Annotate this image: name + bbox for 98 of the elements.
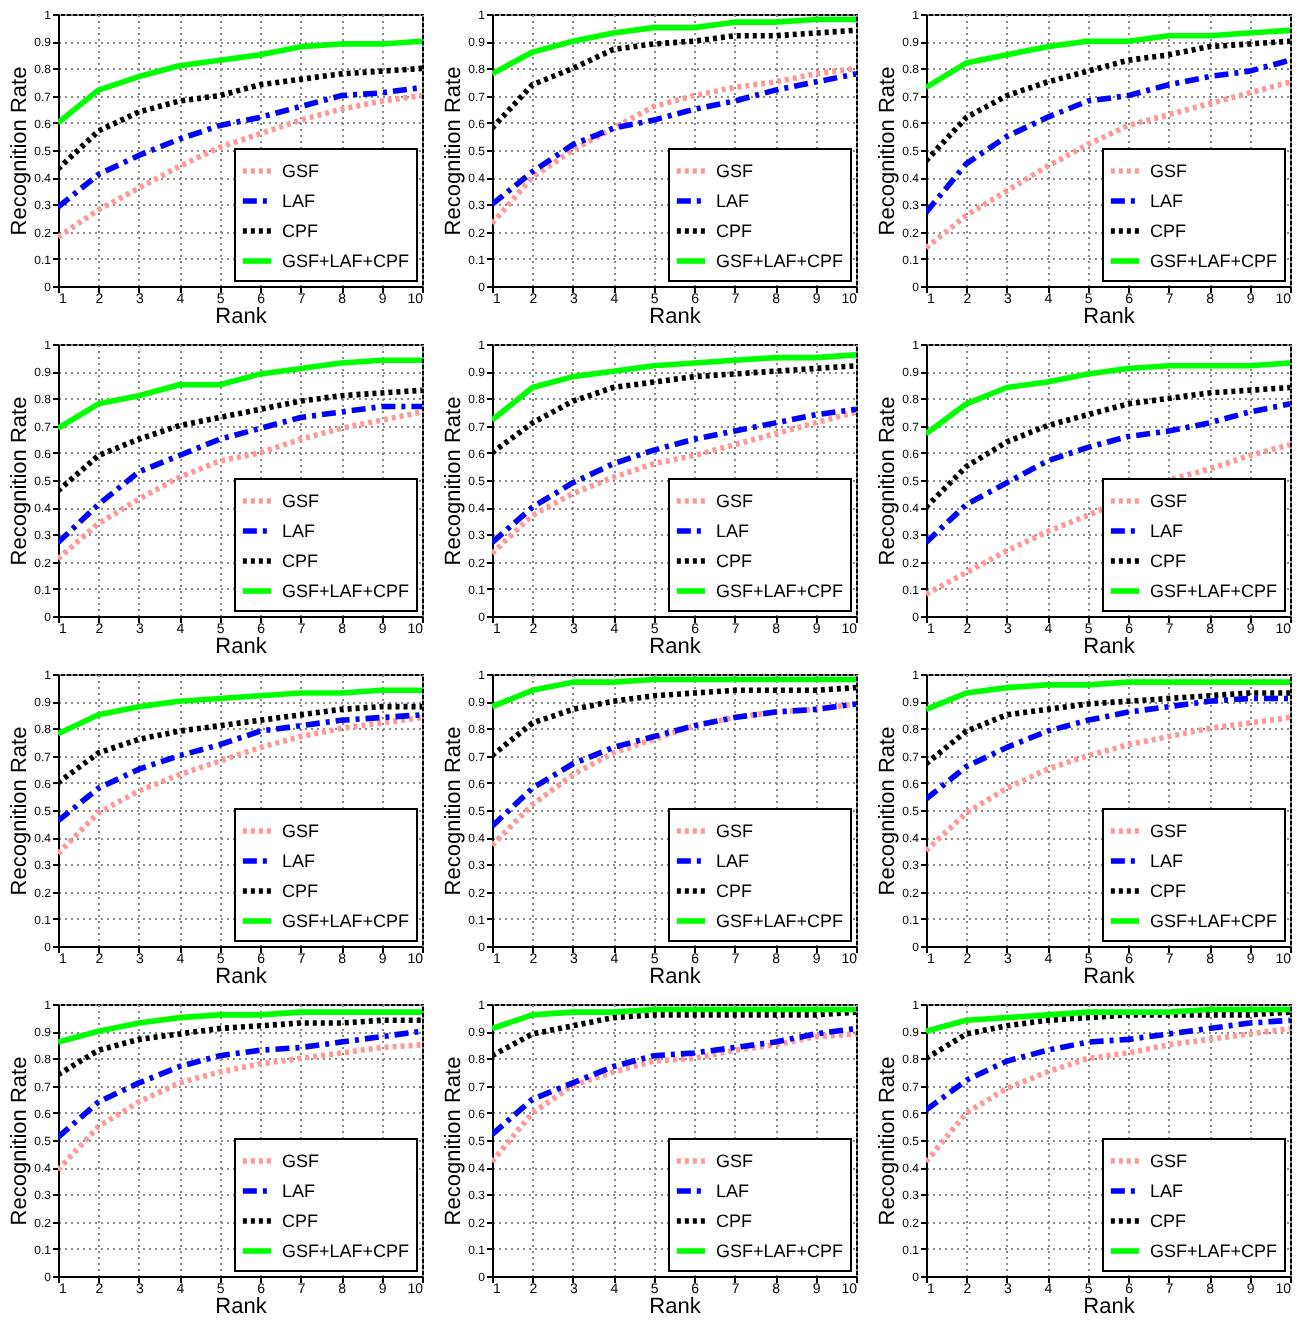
legend-label: GSF [716,821,755,841]
y-axis-title: Recognition Rate [442,726,467,896]
line-series [58,84,422,210]
line-series [926,27,1290,91]
legend-label: LAF [1150,1181,1185,1201]
line-series [58,38,422,126]
x-axis-title: Rank [1083,965,1136,989]
legend-label: LAF [716,851,751,871]
legend-label: LAF [716,1181,751,1201]
legend-label: GSF [282,1151,321,1171]
legend-label: CPF [716,221,753,241]
legend-label: GSF [716,1151,755,1171]
legend-label: GSF [1150,491,1189,511]
legend-label: CPF [1150,551,1187,571]
legend-label: GSF [716,491,755,511]
legend-label: GSF [282,161,321,181]
legend-label: GSF+LAF+CPF [1150,911,1279,931]
legend-label: GSF [1150,161,1189,181]
line-series [926,1025,1290,1165]
legend-label: GSF+LAF+CPF [1150,581,1279,601]
legend-label: LAF [1150,521,1185,541]
legend-label: GSF+LAF+CPF [716,1241,845,1261]
legend-label: GSF [282,821,321,841]
legend-label: LAF [1150,191,1185,211]
x-axis-title: Rank [649,635,702,659]
line-series [926,441,1290,598]
legend-label: GSF+LAF+CPF [716,911,845,931]
line-series [58,1042,422,1173]
line-series [58,92,422,240]
x-axis-title: Rank [649,1295,702,1319]
y-axis-title: Recognition Rate [876,726,901,896]
y-axis-title: Recognition Rate [876,1056,901,1226]
line-series [926,360,1290,437]
x-axis-title: Rank [1083,305,1136,329]
x-axis-title: Rank [649,305,702,329]
line-series [58,687,422,737]
x-axis-title: Rank [215,1295,268,1319]
legend-label: CPF [716,881,753,901]
y-axis-title: Recognition Rate [8,66,33,236]
line-series [926,57,1290,216]
legend-label: GSF+LAF+CPF [282,581,411,601]
y-axis-title: Recognition Rate [8,396,33,566]
legend-label: CPF [1150,221,1187,241]
line-series [58,357,422,432]
y-axis-title: Recognition Rate [8,1056,33,1226]
x-axis-title: Rank [215,635,268,659]
y-axis-title: Recognition Rate [876,66,901,236]
y-axis-title: Recognition Rate [876,396,901,566]
legend-label: CPF [282,551,319,571]
line-series [926,679,1290,713]
legend-label: CPF [1150,881,1187,901]
line-series [492,352,856,423]
legend-label: GSF+LAF+CPF [716,251,845,271]
legend-label: GSF [1150,1151,1189,1171]
legend-label: GSF [716,161,755,181]
line-series [926,79,1290,251]
line-series [58,1009,422,1045]
line-series [926,695,1290,802]
legend-label: LAF [282,521,317,541]
legend-label: LAF [282,851,317,871]
legend-label: GSF [1150,821,1189,841]
line-series [926,1017,1290,1113]
legend-label: LAF [1150,851,1185,871]
x-axis-title: Rank [1083,635,1136,659]
x-axis-title: Rank [1083,1295,1136,1319]
legend-label: GSF+LAF+CPF [1150,251,1279,271]
y-axis-title: Recognition Rate [442,396,467,566]
line-series [58,1028,422,1141]
line-series [492,1031,856,1165]
legend-label: CPF [716,551,753,571]
y-axis-title: Recognition Rate [442,1056,467,1226]
line-series [926,401,1290,546]
line-series [492,71,856,208]
line-series [58,714,422,857]
legend-label: CPF [282,221,319,241]
legend-label: GSF+LAF+CPF [282,251,411,271]
legend-label: LAF [282,1181,317,1201]
line-series [492,65,856,227]
legend-label: CPF [282,1211,319,1231]
line-series [58,712,422,824]
y-axis-title: Recognition Rate [442,66,467,236]
legend-label: GSF [282,491,321,511]
legend-label: LAF [716,521,751,541]
line-series [492,1025,856,1138]
x-axis-title: Rank [215,965,268,989]
legend-label: CPF [716,1211,753,1231]
line-series [926,714,1290,854]
legend-label: CPF [1150,1211,1187,1231]
x-axis-title: Rank [649,965,702,989]
legend-label: GSF+LAF+CPF [1150,1241,1279,1261]
legend-label: GSF+LAF+CPF [282,911,411,931]
legend-label: CPF [282,881,319,901]
legend-label: LAF [282,191,317,211]
legend-label: GSF+LAF+CPF [716,581,845,601]
y-axis-title: Recognition Rate [8,726,33,896]
legend-label: LAF [716,191,751,211]
x-axis-title: Rank [215,305,268,329]
legend-label: GSF+LAF+CPF [282,1241,411,1261]
